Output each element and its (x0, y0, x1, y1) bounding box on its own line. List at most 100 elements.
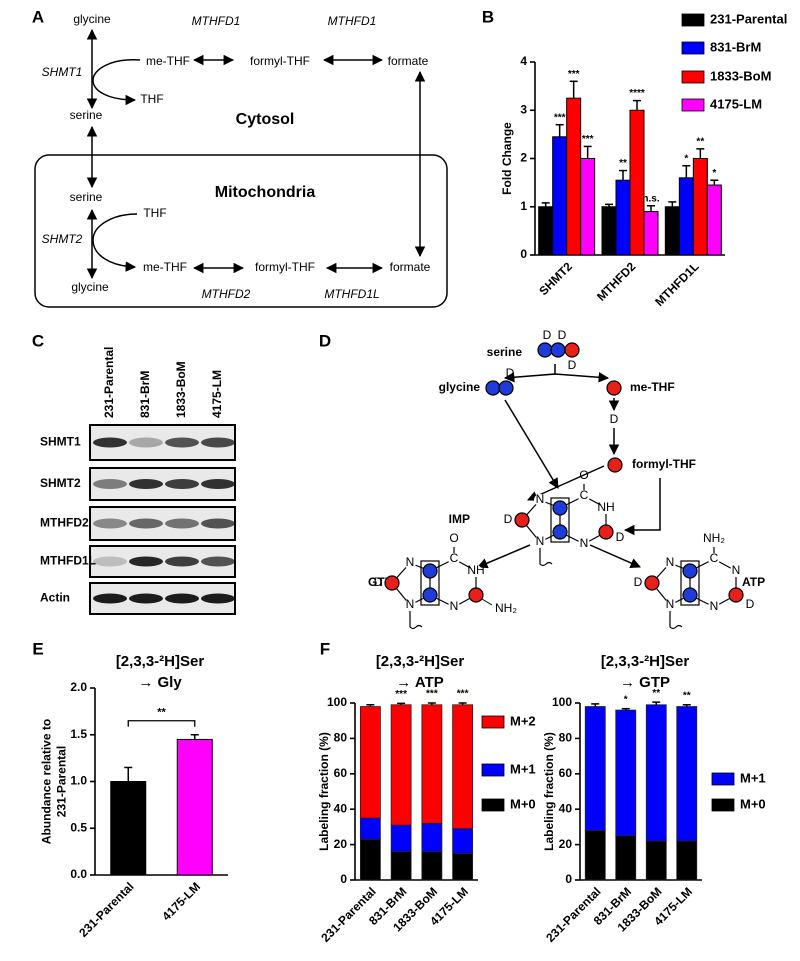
atom-bg (534, 536, 546, 548)
atom-bg (730, 565, 742, 577)
pathway-label: formate (390, 260, 431, 274)
y-tick-label: 2 (520, 151, 527, 165)
sugar-link (539, 542, 553, 567)
panel-letter: D (319, 331, 331, 350)
protein-label: SHMT1 (40, 435, 81, 449)
pathway-label: D (374, 575, 383, 589)
bar-segment (421, 704, 443, 824)
significance-label: ** (619, 158, 627, 169)
pathway-label: MTHFD1L (324, 287, 379, 301)
pathway-label: formate (388, 54, 429, 68)
pathway-label: glycine (73, 12, 111, 26)
atom-dot (485, 380, 501, 396)
legend-swatch (711, 772, 735, 786)
pathway-label: D (504, 512, 513, 526)
atom-bg (404, 557, 416, 569)
blot-band (129, 556, 163, 567)
pathway-label: ATP (742, 575, 765, 589)
y-axis-label: Labeling fraction (%) (317, 732, 331, 851)
legend-label: 1833-BoM (710, 68, 771, 83)
pathway-label: D (610, 412, 619, 426)
bar-segment (645, 840, 667, 881)
significance-label: *** (457, 689, 469, 700)
pathway-label: MTHFD1 (192, 14, 241, 28)
y-tick-label: 0.0 (70, 867, 87, 881)
y-tick-label: 80 (334, 731, 348, 745)
chart-title: → GTP (620, 674, 670, 691)
y-tick-label: 4 (520, 54, 527, 68)
x-tick-label: SHMT2 (536, 259, 575, 298)
y-axis-label: 231-Parental (55, 746, 69, 817)
chart-title: → Gly (138, 674, 182, 691)
pathway-label: NH₂ (703, 531, 725, 545)
atom-bg (664, 599, 676, 611)
y-tick-label: 1 (520, 199, 527, 213)
bar-segment (452, 853, 474, 881)
pathway-label: NH (467, 563, 484, 577)
pathway-label: me-THF (630, 380, 675, 394)
bar-segment (584, 830, 606, 881)
pathway-label: Cytosol (236, 111, 295, 128)
pathway-label: D (558, 328, 567, 342)
atom-dot (514, 512, 530, 528)
blot-band (93, 593, 127, 604)
atom-bg (578, 538, 590, 550)
bar (110, 781, 147, 876)
blot-band (165, 479, 199, 489)
box (680, 560, 700, 606)
atom-bg (664, 557, 676, 569)
bar-segment (390, 824, 412, 853)
panel-letter: A (32, 7, 44, 26)
atom-bg (600, 502, 612, 514)
pathway-label: N (450, 599, 459, 613)
bar (706, 184, 722, 256)
pathway-label: formyl-THF (250, 54, 310, 68)
atom-bg (404, 599, 416, 611)
legend-swatch (481, 763, 505, 777)
bond (481, 598, 493, 606)
legend-label: M+0 (510, 796, 536, 811)
legend-label: 4175-LM (710, 96, 762, 111)
panel-letter: C (32, 331, 44, 350)
atom-dot (728, 587, 744, 603)
atom-dot (537, 342, 553, 358)
blot-band (93, 437, 127, 448)
pathway-label: NH (597, 500, 614, 514)
blot-band (201, 479, 235, 489)
pathway-label: N (710, 599, 719, 613)
pathway-label: N (406, 597, 415, 611)
significance-label: * (684, 153, 688, 164)
legend-swatch (681, 70, 705, 84)
pathway-label: IMP (449, 512, 470, 526)
blot-band (165, 437, 199, 448)
bar-segment (615, 835, 637, 881)
pathway-label: N (666, 597, 675, 611)
bar-segment (421, 822, 443, 853)
x-tick-label: MTHFD1L (652, 259, 701, 308)
bar (643, 211, 659, 256)
bar-segment (676, 840, 698, 881)
y-tick-label: 40 (334, 801, 348, 815)
atom-dot (552, 500, 568, 516)
bar (664, 206, 680, 256)
panel-a-arrows (34, 28, 448, 308)
blot-band (129, 479, 163, 489)
x-tick-label: MTHFD2 (594, 259, 639, 304)
blot-band (201, 437, 235, 448)
protein-label: MTHFD1L (40, 554, 96, 568)
legend-swatch (681, 41, 705, 55)
pathway-label: N (732, 563, 741, 577)
y-axis-label: Labeling fraction (%) (542, 732, 556, 851)
bar (580, 158, 596, 256)
blot-band (93, 518, 127, 529)
significance-label: **** (629, 88, 645, 99)
y-tick-label: 0.5 (70, 820, 87, 834)
legend-label: M+1 (510, 761, 536, 776)
pathway-label: N (666, 555, 675, 569)
lane-label: 4175-LM (210, 370, 224, 418)
blot-band (201, 556, 235, 567)
legend-label: 831-BrM (710, 39, 761, 54)
atom-dot (422, 587, 438, 603)
bar-segment (452, 828, 474, 854)
bar-segment (390, 851, 412, 881)
